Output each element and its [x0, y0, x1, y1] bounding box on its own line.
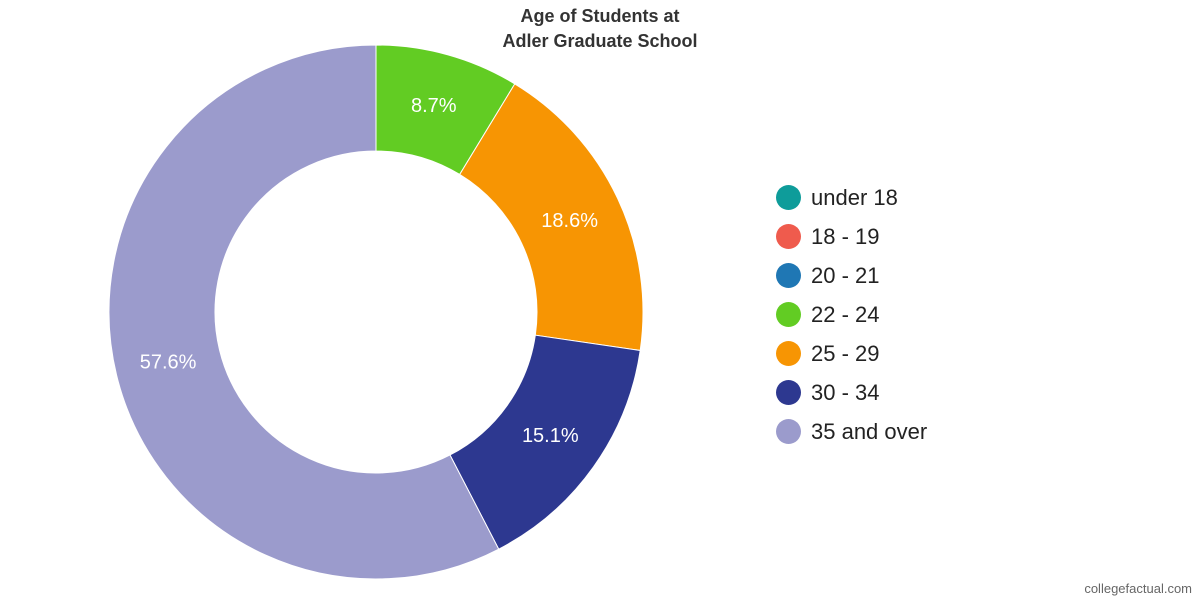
legend-item-22-24[interactable]: 22 - 24: [776, 295, 927, 334]
legend-swatch-icon: [776, 341, 801, 366]
legend-item-35-and-over[interactable]: 35 and over: [776, 412, 927, 451]
slice-label-30-34: 15.1%: [522, 425, 579, 447]
legend-label: 20 - 21: [811, 262, 880, 288]
donut-chart: 8.7% 18.6% 15.1% 57.6%: [108, 44, 644, 580]
legend-item-30-34[interactable]: 30 - 34: [776, 373, 927, 412]
slice-label-35-and-over: 57.6%: [140, 352, 197, 374]
legend: under 18 18 - 19 20 - 21 22 - 24 25 - 29 30 -…: [776, 178, 927, 451]
chart-title: Age of Students at Adler Graduate School: [0, 4, 1200, 54]
legend-label: 22 - 24: [811, 301, 880, 327]
legend-swatch-icon: [776, 263, 801, 288]
chart-title-line-1: Age of Students at: [520, 6, 680, 26]
legend-item-18-19[interactable]: 18 - 19: [776, 217, 927, 256]
legend-swatch-icon: [776, 224, 801, 249]
legend-label: under 18: [811, 184, 898, 210]
legend-item-25-29[interactable]: 25 - 29: [776, 334, 927, 373]
legend-item-20-21[interactable]: 20 - 21: [776, 256, 927, 295]
slice-label-22-24: 8.7%: [411, 95, 457, 117]
slice-label-25-29: 18.6%: [541, 210, 598, 232]
legend-swatch-icon: [776, 380, 801, 405]
legend-label: 30 - 34: [811, 379, 880, 405]
slice-25-29[interactable]: [459, 83, 644, 352]
chart-title-line-2: Adler Graduate School: [502, 31, 698, 51]
legend-label: 35 and over: [811, 418, 928, 444]
legend-swatch-icon: [776, 185, 801, 210]
legend-label: 18 - 19: [811, 223, 880, 249]
legend-swatch-icon: [776, 302, 801, 327]
slice-35-and-over[interactable]: [108, 44, 500, 580]
legend-swatch-icon: [776, 419, 801, 444]
legend-label: 25 - 29: [811, 340, 880, 366]
legend-item-under-18[interactable]: under 18: [776, 178, 927, 217]
source-credit[interactable]: collegefactual.com: [1084, 581, 1192, 596]
